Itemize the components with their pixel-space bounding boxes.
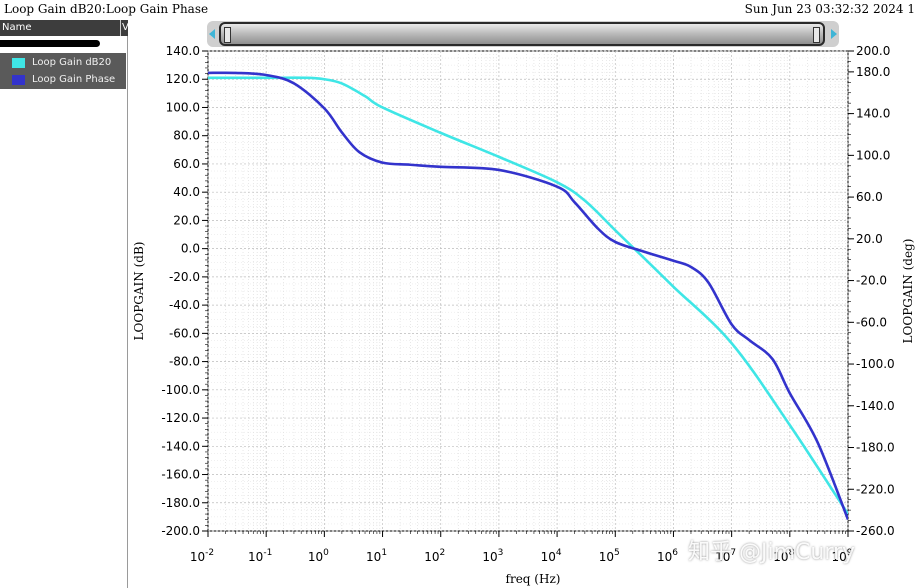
name-column-header[interactable]: Name: [2, 22, 32, 33]
v-column-header[interactable]: V: [122, 22, 129, 33]
y-tick-label: 120.0: [166, 72, 200, 86]
y2-tick-label: -60.0: [856, 315, 887, 329]
x-tick-label: 103: [482, 548, 503, 564]
window-title: Loop Gain dB20:Loop Gain Phase: [4, 2, 209, 16]
y2-tick-label: 200.0: [856, 44, 890, 58]
y-tick-label: -60.0: [169, 326, 200, 340]
x-tick-label: 100: [308, 548, 329, 564]
y2-tick-label: 100.0: [856, 148, 890, 162]
zoom-scrollbar[interactable]: [207, 21, 839, 47]
y-tick-label: -140.0: [161, 439, 200, 453]
window-timestamp: Sun Jun 23 03:32:32 2024 1: [744, 2, 915, 16]
x-tick-label: 105: [599, 548, 620, 564]
series-group: [208, 71, 848, 520]
plot-area: [207, 50, 849, 532]
legend-label: Loop Gain dB20: [32, 57, 112, 68]
y2-axis-label: LOOPGAIN (deg): [901, 239, 915, 344]
trace-browser-header: Name V: [0, 20, 129, 36]
column-divider[interactable]: [120, 20, 121, 36]
x-tick-label: 106: [657, 548, 678, 564]
zoom-handle-left[interactable]: [224, 27, 231, 43]
series-line-loop-gain-db20: [208, 76, 848, 515]
y2-tick-label: -220.0: [856, 482, 895, 496]
x-tick-label: 101: [366, 548, 387, 564]
y-tick-label: -180.0: [161, 496, 200, 510]
x-tick-label: 108: [773, 548, 794, 564]
watermark: 知乎 @JimCurry: [688, 540, 856, 565]
y-tick-label: 20.0: [173, 213, 200, 227]
y-tick-label: -100.0: [161, 383, 200, 397]
y2-tick-label: -20.0: [856, 274, 887, 288]
trace-browser-panel: Name V Loop Gain dB20 Loop Gain Phase: [0, 20, 129, 588]
window-title-bar: Loop Gain dB20:Loop Gain Phase Sun Jun 2…: [0, 0, 917, 18]
trace-color-swatch: [12, 58, 25, 68]
x-tick-label: 102: [424, 548, 445, 564]
y2-tick-label: 140.0: [856, 107, 890, 121]
y-axis-label: LOOPGAIN (dB): [132, 242, 146, 341]
selection-bar: [0, 40, 100, 47]
zoom-scrollbar-track[interactable]: [219, 22, 825, 46]
y-tick-label: 0.0: [181, 242, 200, 256]
y-tick-label: -120.0: [161, 411, 200, 425]
y2-tick-label: 60.0: [856, 190, 883, 204]
y-tick-label: -80.0: [169, 355, 200, 369]
y2-tick-label: 20.0: [856, 232, 883, 246]
y2-tick-label: -140.0: [856, 399, 895, 413]
y2-tick-label: -180.0: [856, 441, 895, 455]
x-tick-label: 104: [541, 548, 562, 564]
x-tick-label: 107: [715, 548, 736, 564]
y-tick-label: 100.0: [166, 100, 200, 114]
y-tick-label: 40.0: [173, 185, 200, 199]
loop-gain-chart[interactable]: 140.0 120.0 100.0 80.0 60.0 40.0 20.0 0.0 -20.0 -…: [128, 44, 917, 588]
y2-tick-label: -260.0: [856, 524, 895, 538]
series-line-loop-gain-phase: [208, 71, 848, 520]
x-tick-label: 10-1: [248, 548, 272, 564]
y-tick-label: 80.0: [173, 129, 200, 143]
legend-label: Loop Gain Phase: [32, 74, 116, 85]
trace-color-swatch: [12, 75, 25, 85]
y2-tick-label: -100.0: [856, 357, 895, 371]
y-tick-label: 140.0: [166, 44, 200, 58]
scroll-left-arrow-icon[interactable]: [209, 29, 215, 39]
zoom-handle-right[interactable]: [813, 27, 820, 43]
x-tick-label: 109: [831, 548, 852, 564]
scroll-right-arrow-icon[interactable]: [831, 29, 837, 39]
x-axis-label: freq (Hz): [506, 572, 561, 586]
y-tick-label: -20.0: [169, 270, 200, 284]
y-tick-label: -200.0: [161, 524, 200, 538]
y2-tick-label: 180.0: [856, 65, 890, 79]
y-tick-label: -160.0: [161, 468, 200, 482]
x-tick-label: 10-2: [190, 548, 214, 564]
y-tick-label: 60.0: [173, 157, 200, 171]
trace-legend: Loop Gain dB20 Loop Gain Phase: [0, 53, 126, 89]
y-tick-label: -40.0: [169, 298, 200, 312]
